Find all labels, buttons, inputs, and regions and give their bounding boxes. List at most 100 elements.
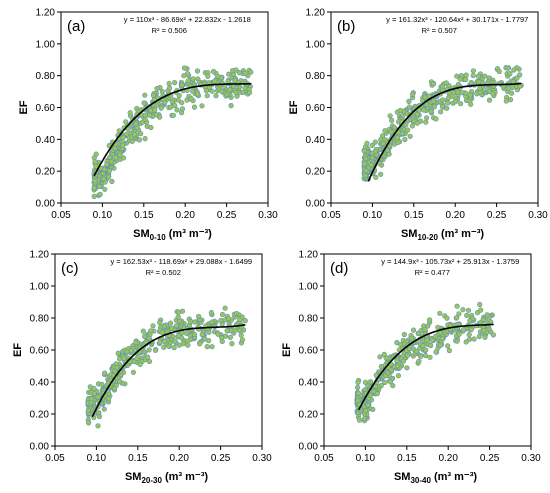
y-tick-label: 0.40: [30, 378, 50, 389]
scatter-point: [397, 107, 404, 114]
scatter-point: [395, 363, 401, 369]
scatter-point: [477, 301, 483, 308]
scatter-point: [400, 112, 406, 118]
y-tick-label: 0.60: [306, 103, 326, 114]
x-tick-label: 0.20: [438, 453, 458, 464]
scatter-point: [199, 103, 205, 109]
fit-curve: [91, 324, 246, 418]
scatter-point: [132, 132, 138, 138]
scatter-point: [437, 330, 443, 336]
scatter-point: [150, 323, 156, 329]
x-axis-title: SM0-10 (m³ m⁻³): [133, 228, 212, 242]
scatter-point: [238, 332, 244, 338]
scatter-point: [369, 142, 375, 148]
scatter-point: [85, 408, 91, 414]
scatter-point: [355, 384, 361, 391]
scatter-point: [481, 328, 487, 334]
scatter-point: [169, 98, 176, 105]
scatter-point: [382, 128, 388, 134]
x-axis-title-main: SM: [394, 471, 411, 483]
scatter-point: [205, 73, 211, 79]
scatter-point: [409, 123, 416, 129]
x-tick-label: 0.10: [93, 210, 113, 221]
scatter-point: [470, 72, 476, 79]
x-axis-title-main: SM: [125, 471, 142, 483]
x-tick-label: 0.20: [169, 453, 189, 464]
scatter-point: [161, 323, 168, 329]
x-tick-label: 0.15: [397, 453, 417, 464]
scatter-point: [215, 331, 221, 337]
scatter-point: [486, 88, 492, 94]
scatter-point: [445, 100, 451, 106]
scatter-point: [91, 185, 97, 191]
scatter-point: [191, 104, 198, 110]
x-tick-label: 0.20: [175, 210, 195, 221]
fit-equation: y = 110x³ - 86.69x² + 22.832x - 1.2618: [124, 15, 251, 24]
scatter-point: [179, 106, 186, 112]
scatter-point: [476, 333, 482, 340]
scatter-point: [361, 161, 368, 167]
scatter-point: [219, 88, 225, 94]
scatter-point: [101, 406, 107, 412]
scatter-point: [420, 343, 426, 349]
scatter-point: [227, 334, 233, 341]
scatter-point: [440, 97, 446, 103]
x-tick-label: 0.25: [487, 210, 507, 221]
scatter-point: [362, 173, 368, 179]
scatter-point: [242, 70, 248, 76]
scatter-point: [404, 365, 410, 371]
scatter-point: [427, 354, 433, 360]
scatter-point: [490, 91, 496, 97]
x-tick-label: 0.25: [217, 210, 237, 221]
scatter-point: [88, 400, 94, 406]
x-axis-title-unit: (m³ m⁻³): [166, 228, 212, 240]
scatter-point: [456, 331, 462, 337]
scatter-point: [468, 101, 474, 107]
scatter-point: [226, 71, 232, 77]
scatter-point: [212, 78, 218, 84]
scatter-point: [385, 370, 391, 376]
scatter-point: [355, 398, 361, 404]
scatter-point: [179, 308, 186, 314]
scatter-point: [168, 320, 174, 326]
scatter-point: [203, 87, 209, 94]
x-tick-label: 0.10: [363, 210, 383, 221]
scatter-point: [455, 89, 461, 95]
scatter-point: [129, 138, 135, 144]
scatter-point: [142, 136, 148, 142]
x-tick-label: 0.10: [87, 453, 107, 464]
scatter-point: [179, 82, 185, 88]
scatter-point: [171, 345, 177, 351]
scatter-point: [237, 316, 243, 322]
scatter-point: [181, 65, 188, 71]
scatter-point: [128, 347, 134, 354]
scatter-point: [445, 95, 452, 101]
scatter-point: [232, 77, 238, 84]
scatter-point: [133, 121, 139, 127]
scatter-point: [158, 105, 164, 111]
scatter-point: [142, 116, 148, 122]
scatter-point: [439, 103, 446, 110]
scatter-point: [443, 80, 449, 86]
scatter-point: [99, 381, 105, 388]
scatter-point: [96, 183, 103, 189]
y-tick-label: 0.60: [36, 103, 56, 114]
scatter-point: [364, 140, 370, 146]
panel-label: (b): [337, 18, 355, 35]
scatter-point: [115, 350, 121, 356]
scatter-point: [454, 303, 460, 309]
scatter-point: [196, 313, 202, 319]
x-tick-label: 0.30: [521, 453, 541, 464]
scatter-point: [95, 423, 101, 429]
scatter-point: [406, 104, 413, 110]
scatter-point: [211, 68, 217, 75]
scatter-point: [219, 311, 226, 318]
scatter-point: [401, 331, 408, 338]
scatter-point: [428, 342, 434, 349]
y-tick-label: 0.00: [36, 199, 56, 210]
y-tick-label: 0.20: [299, 410, 319, 421]
scatter-point: [236, 69, 243, 76]
scatter-point: [377, 354, 383, 360]
scatter-point: [460, 327, 467, 333]
scatter-point: [388, 367, 395, 373]
